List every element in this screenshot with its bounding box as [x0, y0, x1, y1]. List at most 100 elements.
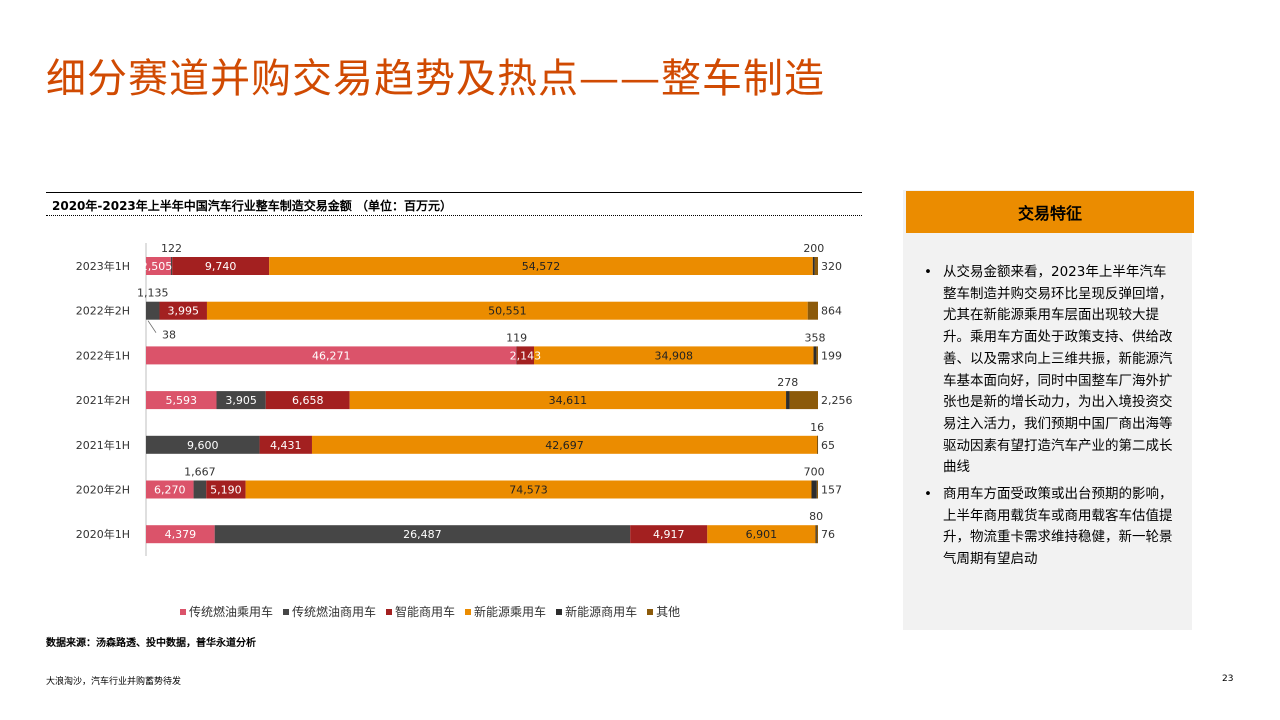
data-label: 34,611 [549, 394, 588, 407]
data-label: 9,600 [187, 439, 219, 452]
data-label: 76 [821, 528, 835, 541]
category-label: 2021年2H [76, 393, 130, 407]
data-label: 3,995 [167, 305, 199, 318]
bullet-icon: • [924, 264, 932, 280]
category-label: 2020年2H [76, 483, 130, 497]
bar-segment [815, 525, 817, 544]
chart-dotted-rule [46, 215, 862, 216]
bar-segment [146, 480, 194, 499]
data-label: 4,379 [165, 528, 197, 541]
data-label: 5,593 [166, 394, 198, 407]
bar-segment [349, 391, 787, 410]
bar-segment [811, 480, 817, 499]
bar-segment [814, 257, 818, 275]
data-label: 38 [162, 329, 176, 342]
legend-swatch [647, 608, 654, 615]
leader-line [147, 320, 157, 333]
data-label: 5,190 [210, 484, 242, 497]
bar-segment [214, 525, 631, 544]
legend-label: 传统燃油乘用车 [189, 605, 274, 619]
data-label: 278 [777, 376, 798, 389]
data-label: 6,901 [746, 528, 778, 541]
bar-segment [311, 435, 818, 454]
legend-label: 新能源商用车 [565, 605, 638, 619]
data-label: 119 [506, 331, 527, 344]
stacked-bar-chart: 2023年1H 2022年2H 2022年1H 2021年2H 2021年1H 2020年… [76, 242, 853, 556]
category-label: 2020年1H [76, 527, 130, 541]
chart-legend: 传统燃油乘用车 传统燃油商用车 智能商用车 新能源乘用车 新能源商用车 其他 [180, 603, 680, 620]
bar-segment [812, 257, 815, 275]
bar-segment [146, 435, 260, 454]
data-label: 65 [821, 439, 835, 452]
data-label: 358 [804, 331, 825, 344]
data-label: 50,551 [488, 305, 527, 318]
data-label: 2,505 [141, 260, 173, 273]
bar-segment [193, 480, 207, 499]
category-label: 2022年1H [76, 348, 130, 362]
chart-title: 2020年-2023年上半年中国汽车行业整车制造交易金额 （单位：百万元） [52, 199, 452, 213]
bar-segment [816, 346, 818, 365]
legend-swatch [386, 608, 393, 615]
legend-item: 传统燃油乘用车 [180, 603, 273, 620]
legend-swatch [180, 608, 186, 615]
bar-segment [245, 480, 812, 499]
insight-bullet-text: 商用车方面受政策或出台预期的影响，上半年商用载货车或商用载客车估值提升，物流重卡… [943, 486, 1173, 568]
bar-segment [146, 346, 517, 365]
category-label: 2023年1H [76, 259, 130, 273]
data-source-note: 数据来源：汤森路透、投中数据，普华永道分析 [46, 638, 256, 649]
bar-segment [146, 525, 215, 544]
bar-segment [813, 346, 817, 365]
data-label: 157 [821, 484, 842, 497]
data-label: 26,487 [403, 528, 442, 541]
bar-segment [146, 301, 160, 320]
category-label: 2022年2H [76, 304, 130, 318]
bar-segment [516, 346, 534, 365]
data-label: 864 [821, 305, 842, 318]
data-label: 46,271 [312, 349, 351, 362]
legend-item: 智能商用车 [386, 603, 455, 620]
page-number: 23 [1222, 674, 1234, 684]
bar-segment [146, 391, 217, 410]
bar-segment [533, 346, 814, 365]
bar-segment [170, 257, 173, 275]
bar-segment [172, 257, 270, 275]
category-label: 2021年1H [76, 438, 130, 452]
legend-swatch [283, 608, 290, 615]
chart-top-rule [46, 192, 862, 193]
legend-label: 智能商用车 [395, 605, 456, 619]
data-label: 199 [821, 349, 842, 362]
data-label: 4,431 [270, 439, 302, 452]
bar-segment [807, 301, 818, 320]
legend-swatch [465, 608, 472, 615]
bar-segment [259, 435, 312, 454]
data-label: 4,917 [653, 528, 685, 541]
legend-item: 新能源商用车 [556, 603, 637, 620]
data-label: 200 [803, 242, 824, 255]
data-label: 3,905 [225, 394, 257, 407]
data-label: 6,270 [154, 484, 186, 497]
legend-item: 传统燃油商用车 [283, 603, 376, 620]
footer-report-title: 大浪淘沙，汽车行业并购蓄势待发 [46, 677, 182, 687]
data-label: 1,667 [184, 466, 216, 479]
data-label: 54,572 [522, 260, 561, 273]
bar-segment [269, 257, 813, 275]
insight-panel-header: 交易特征 [906, 191, 1194, 233]
data-label: 2,256 [821, 394, 853, 407]
insight-bullet-text: 从交易金额来看，2023年上半年汽车整车制造并购交易环比呈现反弹回增，尤其在新能… [943, 264, 1173, 476]
legend-swatch [556, 608, 563, 615]
data-label: 2,143 [510, 349, 542, 362]
legend-label: 新能源乘用车 [474, 605, 547, 619]
data-label: 80 [809, 510, 823, 523]
page-title: 细分赛道并购交易趋势及热点——整车制造 [46, 56, 825, 102]
bar-segment [206, 301, 808, 320]
bar-segment [817, 435, 819, 454]
data-label: 42,697 [545, 439, 584, 452]
bar-segment [789, 391, 818, 410]
bar-segment [265, 391, 350, 410]
bar-segment [630, 525, 708, 544]
bar-segment [159, 301, 207, 320]
bar-segment [216, 391, 266, 410]
data-label: 700 [804, 466, 825, 479]
legend-label: 传统燃油商用车 [292, 605, 377, 619]
bullet-icon: • [924, 486, 932, 503]
